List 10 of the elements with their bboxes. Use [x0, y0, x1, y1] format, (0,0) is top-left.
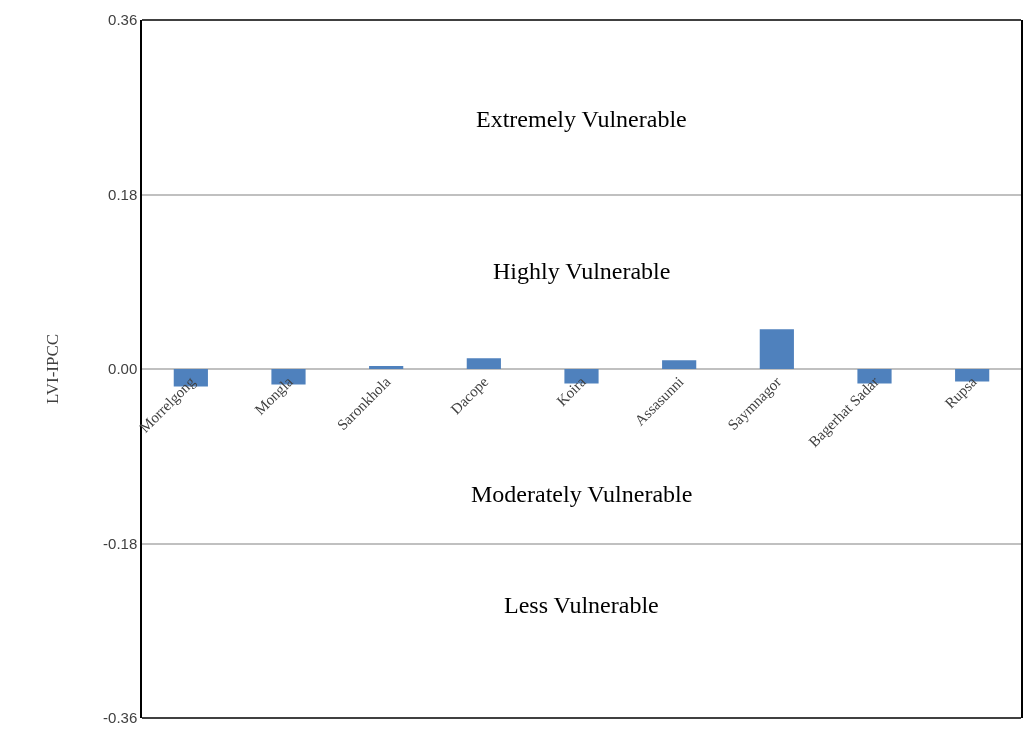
annotation: Highly Vulnerable — [493, 258, 671, 284]
annotation: Moderately Vulnerable — [471, 481, 693, 507]
y-tick-label: 0.18 — [108, 185, 138, 203]
y-tick-label: 0.00 — [108, 360, 138, 378]
annotation: Less Vulnerable — [504, 592, 659, 618]
y-tick-label: 0.36 — [108, 11, 138, 29]
y-tick-label: -0.18 — [103, 534, 138, 552]
annotation: Extremely Vulnerable — [476, 106, 687, 132]
y-axis-title: LVI-IPCC — [43, 333, 63, 405]
y-tick-label: -0.36 — [103, 709, 138, 727]
